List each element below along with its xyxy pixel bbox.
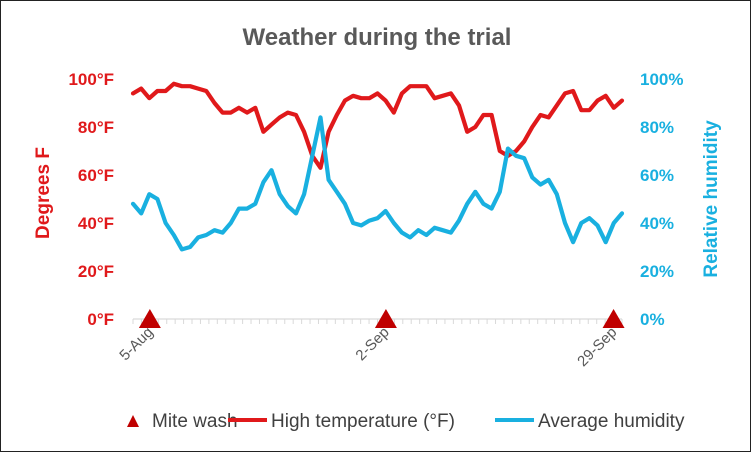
x-tick-label: 29-Sep <box>574 324 620 370</box>
y-axis-left-label: Degrees F <box>33 147 54 239</box>
y-right-tick-label: 80% <box>640 118 674 137</box>
y-left-tick-label: 80°F <box>78 118 114 137</box>
x-tick-label: 2-Sep <box>352 324 392 364</box>
legend-mite-wash-label: Mite wash <box>152 411 238 432</box>
y-axis-right-label: Relative humidity <box>701 120 722 278</box>
series-line-average-humidity <box>130 115 625 252</box>
y-axis-left-ticks: 0°F 20°F 40°F 60°F 80°F 100°F <box>68 70 114 329</box>
legend-average-humidity-label: Average humidity <box>538 411 685 432</box>
marker-layer <box>138 309 625 328</box>
y-left-tick-label: 100°F <box>68 70 114 89</box>
legend: Mite wash High temperature (°F) Average … <box>127 411 685 432</box>
mite-wash-marker <box>138 309 161 328</box>
y-right-tick-label: 20% <box>640 262 674 281</box>
y-left-tick-label: 60°F <box>78 166 114 185</box>
chart-title: Weather during the trial <box>243 24 512 51</box>
y-axis-right-ticks: 0% 20% 40% 60% 80% 100% <box>640 70 683 329</box>
y-left-tick-label: 40°F <box>78 214 114 233</box>
y-right-tick-label: 40% <box>640 214 674 233</box>
y-left-tick-label: 20°F <box>78 262 114 281</box>
legend-high-temperature-label: High temperature (°F) <box>271 411 455 432</box>
x-tick-label: 5-Aug <box>116 324 156 364</box>
y-right-tick-label: 60% <box>640 166 674 185</box>
mite-wash-marker <box>374 309 397 328</box>
series-line-high-temperature-f <box>130 81 625 170</box>
x-axis: 5-Aug 2-Sep 29-Sep <box>116 318 623 370</box>
series-layer <box>130 81 625 252</box>
mite-wash-marker <box>602 309 625 328</box>
y-right-tick-label: 100% <box>640 70 683 89</box>
y-left-tick-label: 0°F <box>87 310 114 329</box>
y-right-tick-label: 0% <box>640 310 665 329</box>
legend-mite-wash-symbol <box>127 415 139 427</box>
